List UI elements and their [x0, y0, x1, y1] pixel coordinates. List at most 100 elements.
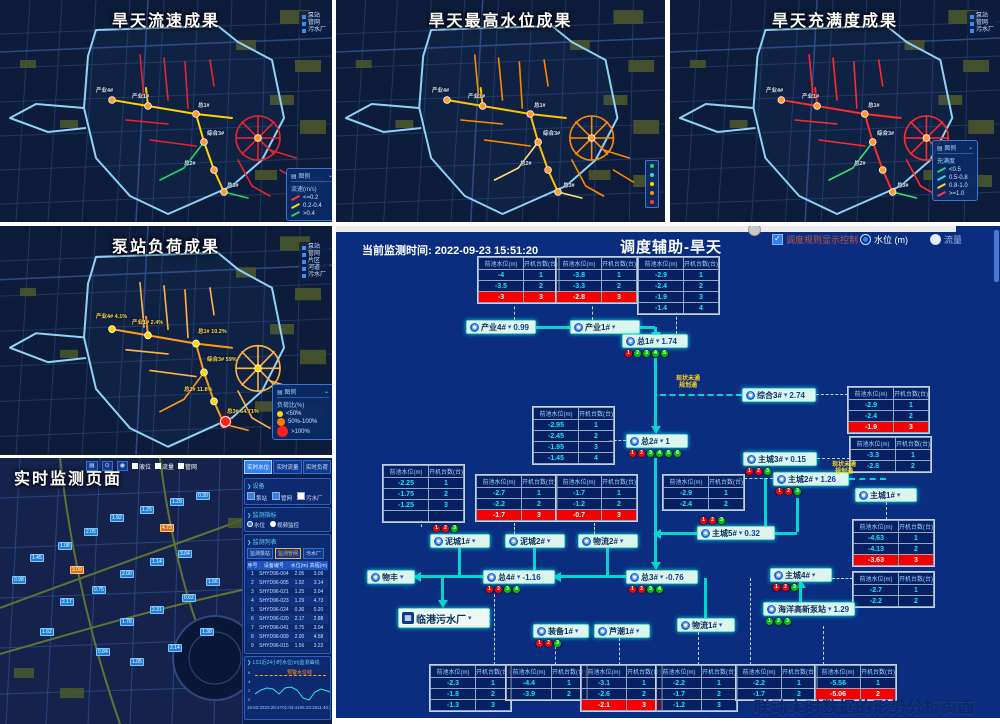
metric-radio[interactable]: 视频监控 — [270, 521, 299, 529]
map-layer-checkbox[interactable]: 管网 — [177, 462, 197, 471]
table-row[interactable]: 4 SHYD96-023 1.29 4.73 — [247, 596, 328, 606]
table-row[interactable]: 3 SHYD96-021 1.25 3.04 — [247, 587, 328, 597]
dropdown-arrow-icon[interactable]: ▾ — [619, 538, 624, 545]
pump-node-物丰[interactable]: ◉ 物丰 ▾ — [367, 570, 415, 584]
table-row[interactable]: 5 SHYD96-024 0.30 0.20 — [247, 605, 328, 615]
station-value-chip[interactable]: 1.92 — [110, 514, 124, 522]
dropdown-arrow-icon[interactable]: ▾ — [546, 538, 551, 545]
collapse-icon[interactable]: ⌄ — [327, 173, 332, 179]
legend-header[interactable]: ▤ 图例 ⌄ — [277, 387, 329, 398]
station-value-chip[interactable]: 1.45 — [30, 554, 44, 562]
tab-实时水位[interactable]: 实时水位 — [244, 460, 273, 474]
pump-node-主城3#[interactable]: ◉ 主城3# ▾ 0.15 — [743, 452, 817, 466]
dropdown-arrow-icon[interactable]: ▾ — [516, 574, 521, 581]
tab-实时流量[interactable]: 实时流量 — [273, 460, 302, 474]
pump-node-物流1#[interactable]: ◉ 物流1# ▾ — [677, 618, 735, 632]
station-value-chip[interactable]: 1.56 — [206, 578, 220, 586]
checkbox-icon[interactable] — [154, 462, 161, 469]
layers-icon[interactable]: ▤ — [86, 461, 98, 471]
station-value-chip[interactable]: 1.76 — [120, 618, 134, 626]
pump-node-物流2#[interactable]: ◉ 物流2# ▾ — [578, 534, 638, 548]
pump-node-总2#[interactable]: ◉ 总2# ▾ 1 — [626, 434, 688, 448]
map-layer-checkbox[interactable]: 流量 — [154, 462, 174, 471]
layer-toggle[interactable]: 污水厂 — [301, 27, 326, 34]
locate-icon[interactable]: ⊙ — [101, 461, 113, 471]
station-value-chip[interactable]: 0.75 — [92, 586, 106, 594]
pump-node-主城5#[interactable]: ◉ 主城5# ▾ 0.32 — [697, 526, 775, 540]
checkbox-icon[interactable] — [247, 492, 255, 500]
dropdown-arrow-icon[interactable]: ▾ — [738, 530, 743, 537]
dropdown-arrow-icon[interactable]: ▾ — [635, 628, 640, 635]
pump-node-总3#[interactable]: ◉ 总3# ▾ -0.76 — [626, 570, 698, 584]
filter-污水厂[interactable]: 污水厂 — [303, 548, 325, 559]
layer-toggle[interactable]: 管网 — [301, 20, 326, 27]
velocity-map[interactable] — [0, 0, 332, 222]
filter-监测管网[interactable]: 监测管网 — [275, 548, 302, 559]
pump-node-主城4#[interactable]: ◉ 主城4# ▾ — [770, 568, 832, 582]
pump-node-装备1#[interactable]: ◉ 装备1# ▾ — [533, 624, 589, 638]
layer-toggle[interactable]: 污水厂 — [969, 27, 994, 34]
dropdown-arrow-icon[interactable]: ▾ — [611, 324, 616, 331]
station-value-chip[interactable]: 2.00 — [120, 570, 134, 578]
station-value-chip[interactable]: 2.14 — [168, 644, 182, 652]
radio-on-icon[interactable] — [860, 234, 871, 245]
legend-header[interactable]: ▤ 图例 ⌄ — [937, 143, 973, 154]
map-layer-checkbox[interactable]: 液位 — [131, 462, 151, 471]
station-value-chip[interactable]: 0.62 — [182, 594, 196, 602]
tab-实时负荷[interactable]: 实时负荷 — [302, 460, 331, 474]
dropdown-arrow-icon[interactable]: ▾ — [655, 338, 660, 345]
pump-node-总4#[interactable]: ◉ 总4# ▾ -1.16 — [483, 570, 555, 584]
device-checkbox[interactable]: 管网 — [272, 492, 292, 502]
layer-toggle[interactable]: 管网 — [301, 251, 326, 258]
map-toolbar[interactable]: ▤ ⊙ ◉ 液位 流量 管网 — [86, 461, 197, 471]
checkbox-icon[interactable]: ✓ — [772, 234, 783, 245]
station-value-chip[interactable]: 0.98 — [12, 576, 26, 584]
layer-toggle[interactable]: 泵站 — [969, 13, 994, 20]
horizontal-scrollbar[interactable] — [336, 226, 956, 236]
dropdown-arrow-icon[interactable]: ▾ — [896, 492, 901, 499]
table-row[interactable]: 9 SHYD96-015 1.56 3.22 — [247, 641, 328, 651]
table-row[interactable]: 7 SHYD96-041 0.75 3.04 — [247, 623, 328, 633]
layer-toggle[interactable]: 泵站 — [301, 244, 326, 251]
metric-radio[interactable]: 水位 — [247, 521, 265, 529]
table-row[interactable]: 2 SHYD96-005 1.92 3.14 — [247, 578, 328, 588]
dropdown-arrow-icon[interactable]: ▾ — [784, 456, 789, 463]
pump-node-芦潮1#[interactable]: ◉ 芦潮1# ▾ — [594, 624, 650, 638]
maxlevel-map[interactable] — [336, 0, 665, 222]
table-row[interactable]: 1 SHYD96-004 2.05 3.09 — [247, 570, 328, 579]
radio-water-level[interactable]: 水位 (m) — [860, 233, 908, 246]
dropdown-arrow-icon[interactable]: ▾ — [783, 392, 788, 399]
station-value-chip[interactable]: 1.25 — [140, 506, 154, 514]
device-checkbox[interactable]: 污水厂 — [297, 492, 323, 502]
device-checkbox[interactable]: 泵站 — [247, 492, 267, 502]
collapse-icon[interactable]: ⌄ — [323, 389, 329, 395]
dropdown-arrow-icon[interactable]: ▾ — [659, 438, 664, 445]
pump-node-临港污水厂[interactable]: ▦ 临港污水厂 ▾ — [398, 608, 490, 628]
layer-mini-legend[interactable]: 泵站 管网 污水厂 — [298, 11, 329, 36]
layer-mini-legend[interactable]: 泵站 管网 污水厂 — [966, 11, 997, 36]
dropdown-arrow-icon[interactable]: ▾ — [468, 615, 472, 622]
dropdown-arrow-icon[interactable]: ▾ — [828, 606, 832, 613]
dropdown-arrow-icon[interactable]: ▾ — [811, 572, 816, 579]
fullness-legend[interactable]: ▤ 图例 ⌄ 充满度 <0.5 0.5-0.8 0.8-1.0 >=1.0 — [932, 140, 978, 201]
station-value-chip[interactable]: 1.14 — [150, 558, 164, 566]
station-value-chip[interactable]: 1.38 — [200, 628, 214, 636]
checkbox-icon[interactable] — [177, 462, 184, 469]
dropdown-arrow-icon[interactable]: ▾ — [507, 324, 512, 331]
layer-toggle[interactable]: 污水厂 — [301, 272, 326, 279]
station-value-chip[interactable]: 1.05 — [130, 658, 144, 666]
table-row[interactable]: 8 SHYD96-009 2.00 4.58 — [247, 632, 328, 642]
pump-node-产业1#[interactable]: ◉ 产业1# ▾ — [570, 320, 640, 334]
pump-node-产业4#[interactable]: ◉ 产业4# ▾ 0.99 — [466, 320, 536, 334]
table-row[interactable]: 6 SHYD96-020 2.17 2.88 — [247, 614, 328, 624]
station-value-chip[interactable]: 3.04 — [178, 550, 192, 558]
layer-toggle[interactable]: 管网 — [969, 20, 994, 27]
pump-node-总1#[interactable]: ◉ 总1# ▾ 1.74 — [622, 334, 688, 348]
station-value-chip[interactable]: 0.84 — [96, 648, 110, 656]
dropdown-arrow-icon[interactable]: ▾ — [471, 538, 476, 545]
rule-display-control[interactable]: ✓ 调度规则显示控制 — [772, 233, 858, 246]
station-value-chip[interactable]: 2.05 — [84, 528, 98, 536]
dropdown-arrow-icon[interactable]: ▾ — [574, 628, 579, 635]
checkbox-icon[interactable] — [272, 492, 281, 500]
station-value-chip[interactable]: 1.29 — [170, 498, 184, 506]
